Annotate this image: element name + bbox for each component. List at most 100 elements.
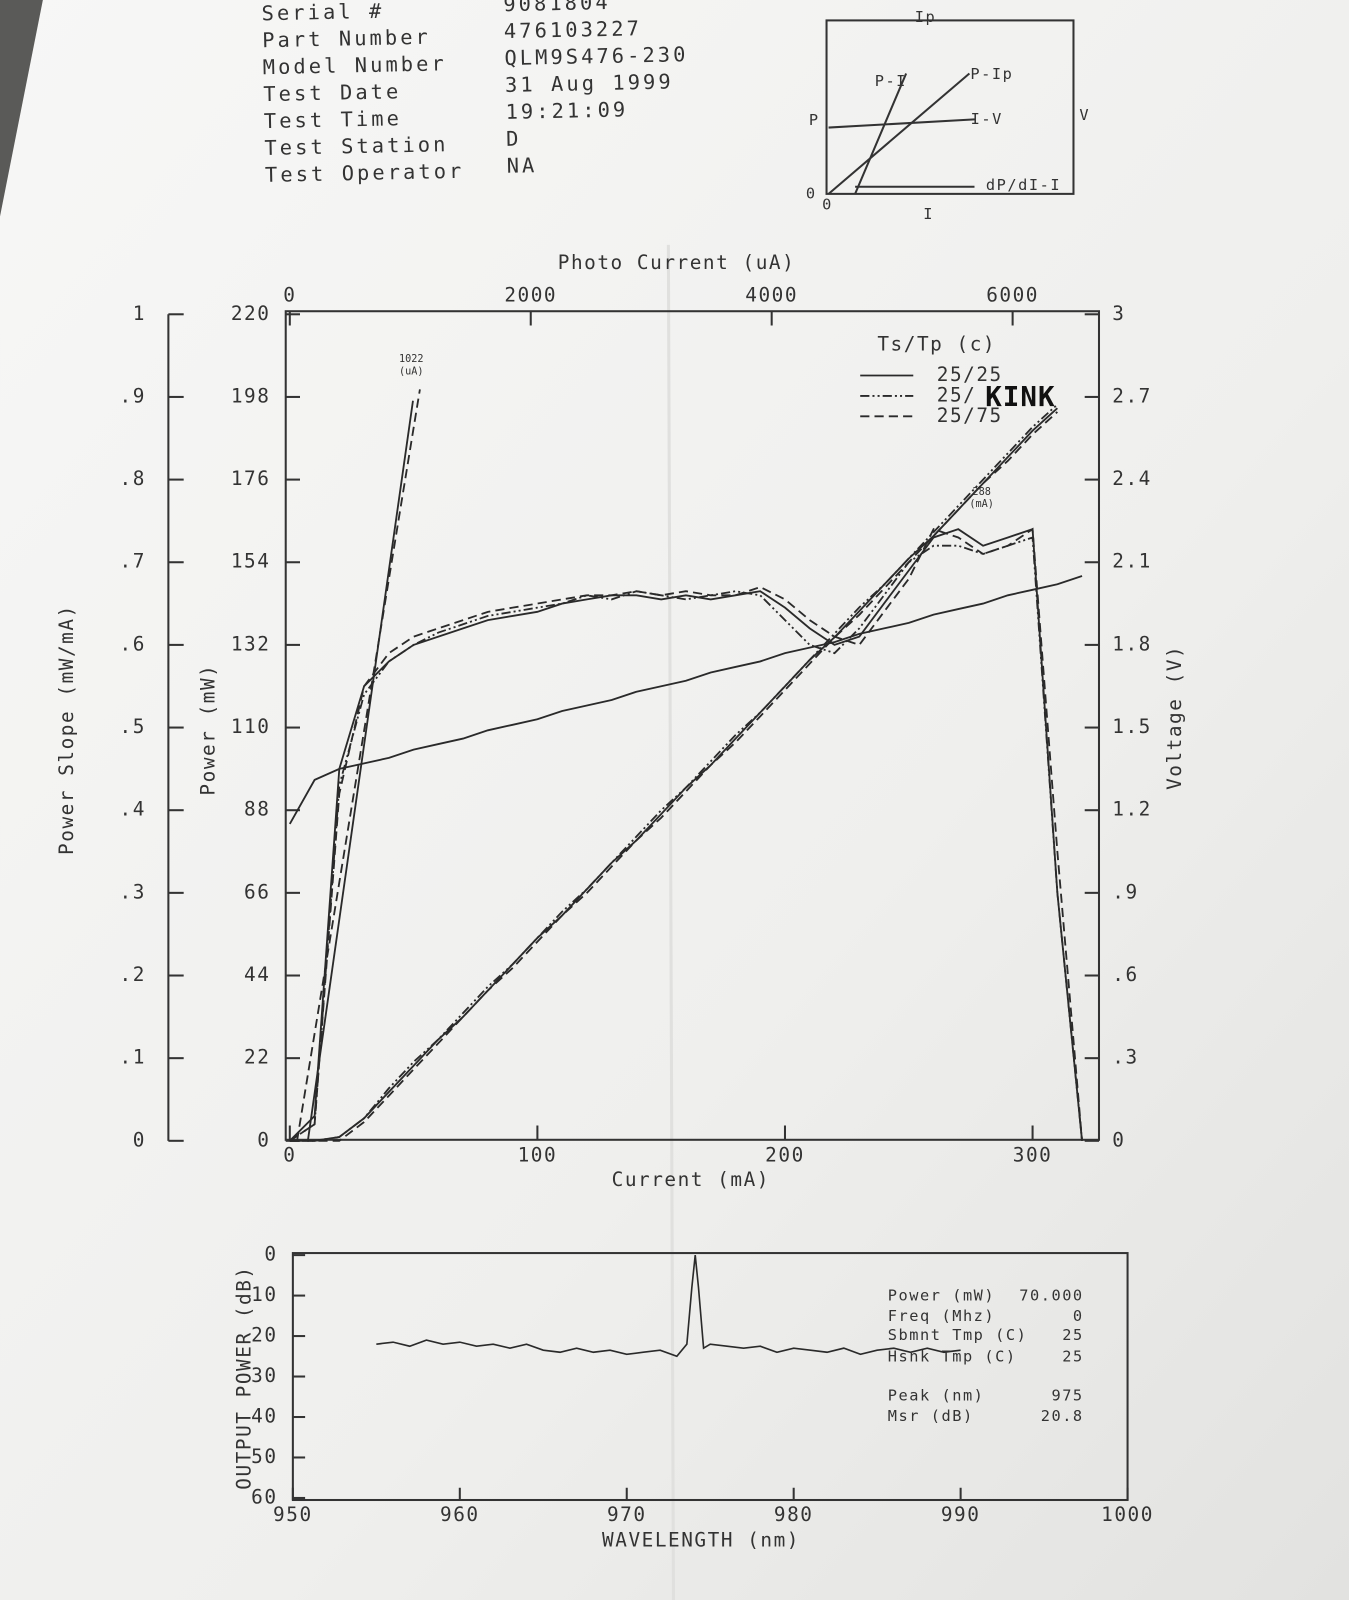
y3-tick-label: .2 [120,963,146,986]
series-line [289,536,1083,1142]
diagram-line [854,73,908,195]
field-value: 31 Aug 1999 [505,69,674,97]
diagram-line [827,72,971,195]
diagram-line [828,118,975,129]
field-label: Test Time [264,106,403,133]
x-tick-label: 960 [440,1503,480,1526]
legend-label: 25/ [937,383,977,406]
diagram-label: V [1079,106,1090,124]
field-label: Serial # [261,0,384,25]
info-value: 25 [1062,1348,1083,1366]
annotation: 1022 [399,354,424,365]
diagram-label: I-V [971,110,1003,128]
diagram-label: 0 [822,196,833,214]
x2-axis-title: Photo Current (uA) [558,251,796,274]
y-axis-title: Power (mW) [197,664,220,796]
diagram-label: dP/dI-I [986,176,1061,194]
info-value: 70.000 [1019,1286,1083,1304]
field-value: 19:21:09 [505,97,628,124]
series-line [289,411,1058,1142]
x-axis-title: WAVELENGTH (nm) [602,1528,800,1551]
info-value: 25 [1062,1326,1083,1344]
x-axis-title: Current (mA) [612,1168,770,1191]
legend-title: Ts/Tp (c) [877,332,996,355]
spectrum-line [376,1255,961,1358]
x-tick-label: 970 [607,1503,647,1526]
x-tick-label: 1000 [1101,1503,1154,1526]
y2-tick-label: 0 [1112,1128,1125,1151]
y3-tick-label: 0 [133,1128,146,1151]
y2-tick-label: 2.7 [1112,384,1152,407]
series-line [289,403,1058,1142]
field-value: D [506,127,522,151]
info-value: 0 [1073,1307,1084,1325]
y-tick-label: 40 [251,1405,277,1428]
diagram-label: P-Ip [970,65,1013,83]
series-line [289,527,1083,1142]
series-line [289,575,1083,825]
annotation: KINK [985,381,1055,413]
x-tick-label: 0 [283,1144,296,1167]
y2-tick-label: .6 [1112,963,1138,986]
x2-tick-label: 2000 [504,283,557,306]
legend-label: 25/25 [937,363,1003,386]
diagram-label: I [923,205,934,223]
y3-tick-label: .8 [120,467,146,490]
header: Serial # 9081804 Part Number 476103227 Model… [261,0,689,187]
fold-crease [666,244,676,1600]
y-tick-label: 50 [251,1445,277,1468]
info-label: Msr (dB) [888,1407,974,1425]
info-value: 975 [1051,1386,1083,1404]
y3-tick-label: .1 [120,1046,146,1069]
y3-tick-label: .9 [120,384,146,407]
y-tick-label: 30 [251,1364,277,1387]
info-label: Hsnk Tmp (C) [888,1348,1017,1366]
x2-tick-label: 6000 [986,283,1039,306]
y3-tick-label: .3 [120,880,146,903]
field-label: Model Number [263,51,448,79]
legend-label: 25/75 [937,404,1003,427]
annotation: (mA) [969,499,994,510]
y-tick-label: 0 [264,1243,277,1266]
main-plot-frame [284,310,1101,1141]
field-value: QLM9S476-230 [504,42,689,70]
series-line [296,389,421,1141]
series-line [289,527,1083,1142]
x2-tick-label: 4000 [745,283,798,306]
y-tick-label: 176 [231,467,271,490]
y-tick-label: 154 [231,550,271,573]
y-tick-label: 0 [257,1128,270,1151]
diagram-label: 0 [806,184,817,202]
y2-axis-title: Voltage (V) [1163,645,1186,790]
x-tick-label: 990 [941,1503,981,1526]
y-axis-title: OUTPUT POWER (dB) [232,1265,255,1489]
y-tick-label: 132 [231,632,271,655]
annotation: (uA) [399,366,424,377]
y-tick-label: 22 [244,1046,270,1069]
field-label: Test Date [263,79,402,106]
y2-tick-label: .9 [1112,880,1138,903]
y-tick-label: 66 [244,880,270,903]
table-corner [0,0,43,217]
y2-tick-label: 1.5 [1112,715,1152,738]
field-value: NA [506,153,537,178]
info-label: Freq (Mhz) [888,1307,995,1325]
diagram-label: P [809,111,820,129]
field-value: 476103227 [504,16,643,43]
y2-tick-label: .3 [1112,1046,1138,1069]
x2-tick-label: 0 [283,283,296,306]
y3-tick-label: .5 [120,715,146,738]
diagram-label: Ip [915,8,936,26]
y2-tick-label: 3 [1112,302,1125,325]
y-tick-label: 44 [244,963,270,986]
field-label: Part Number [262,25,431,53]
x-tick-label: 100 [518,1144,558,1167]
y2-tick-label: 2.1 [1112,550,1152,573]
y-tick-label: 110 [231,715,271,738]
diagram-frame [825,19,1075,195]
y3-tick-label: .6 [120,632,146,655]
field-label: Test Station [264,132,449,160]
y3-axis-title: Power Slope (mW/mA) [55,604,78,855]
y2-tick-label: 2.4 [1112,467,1152,490]
